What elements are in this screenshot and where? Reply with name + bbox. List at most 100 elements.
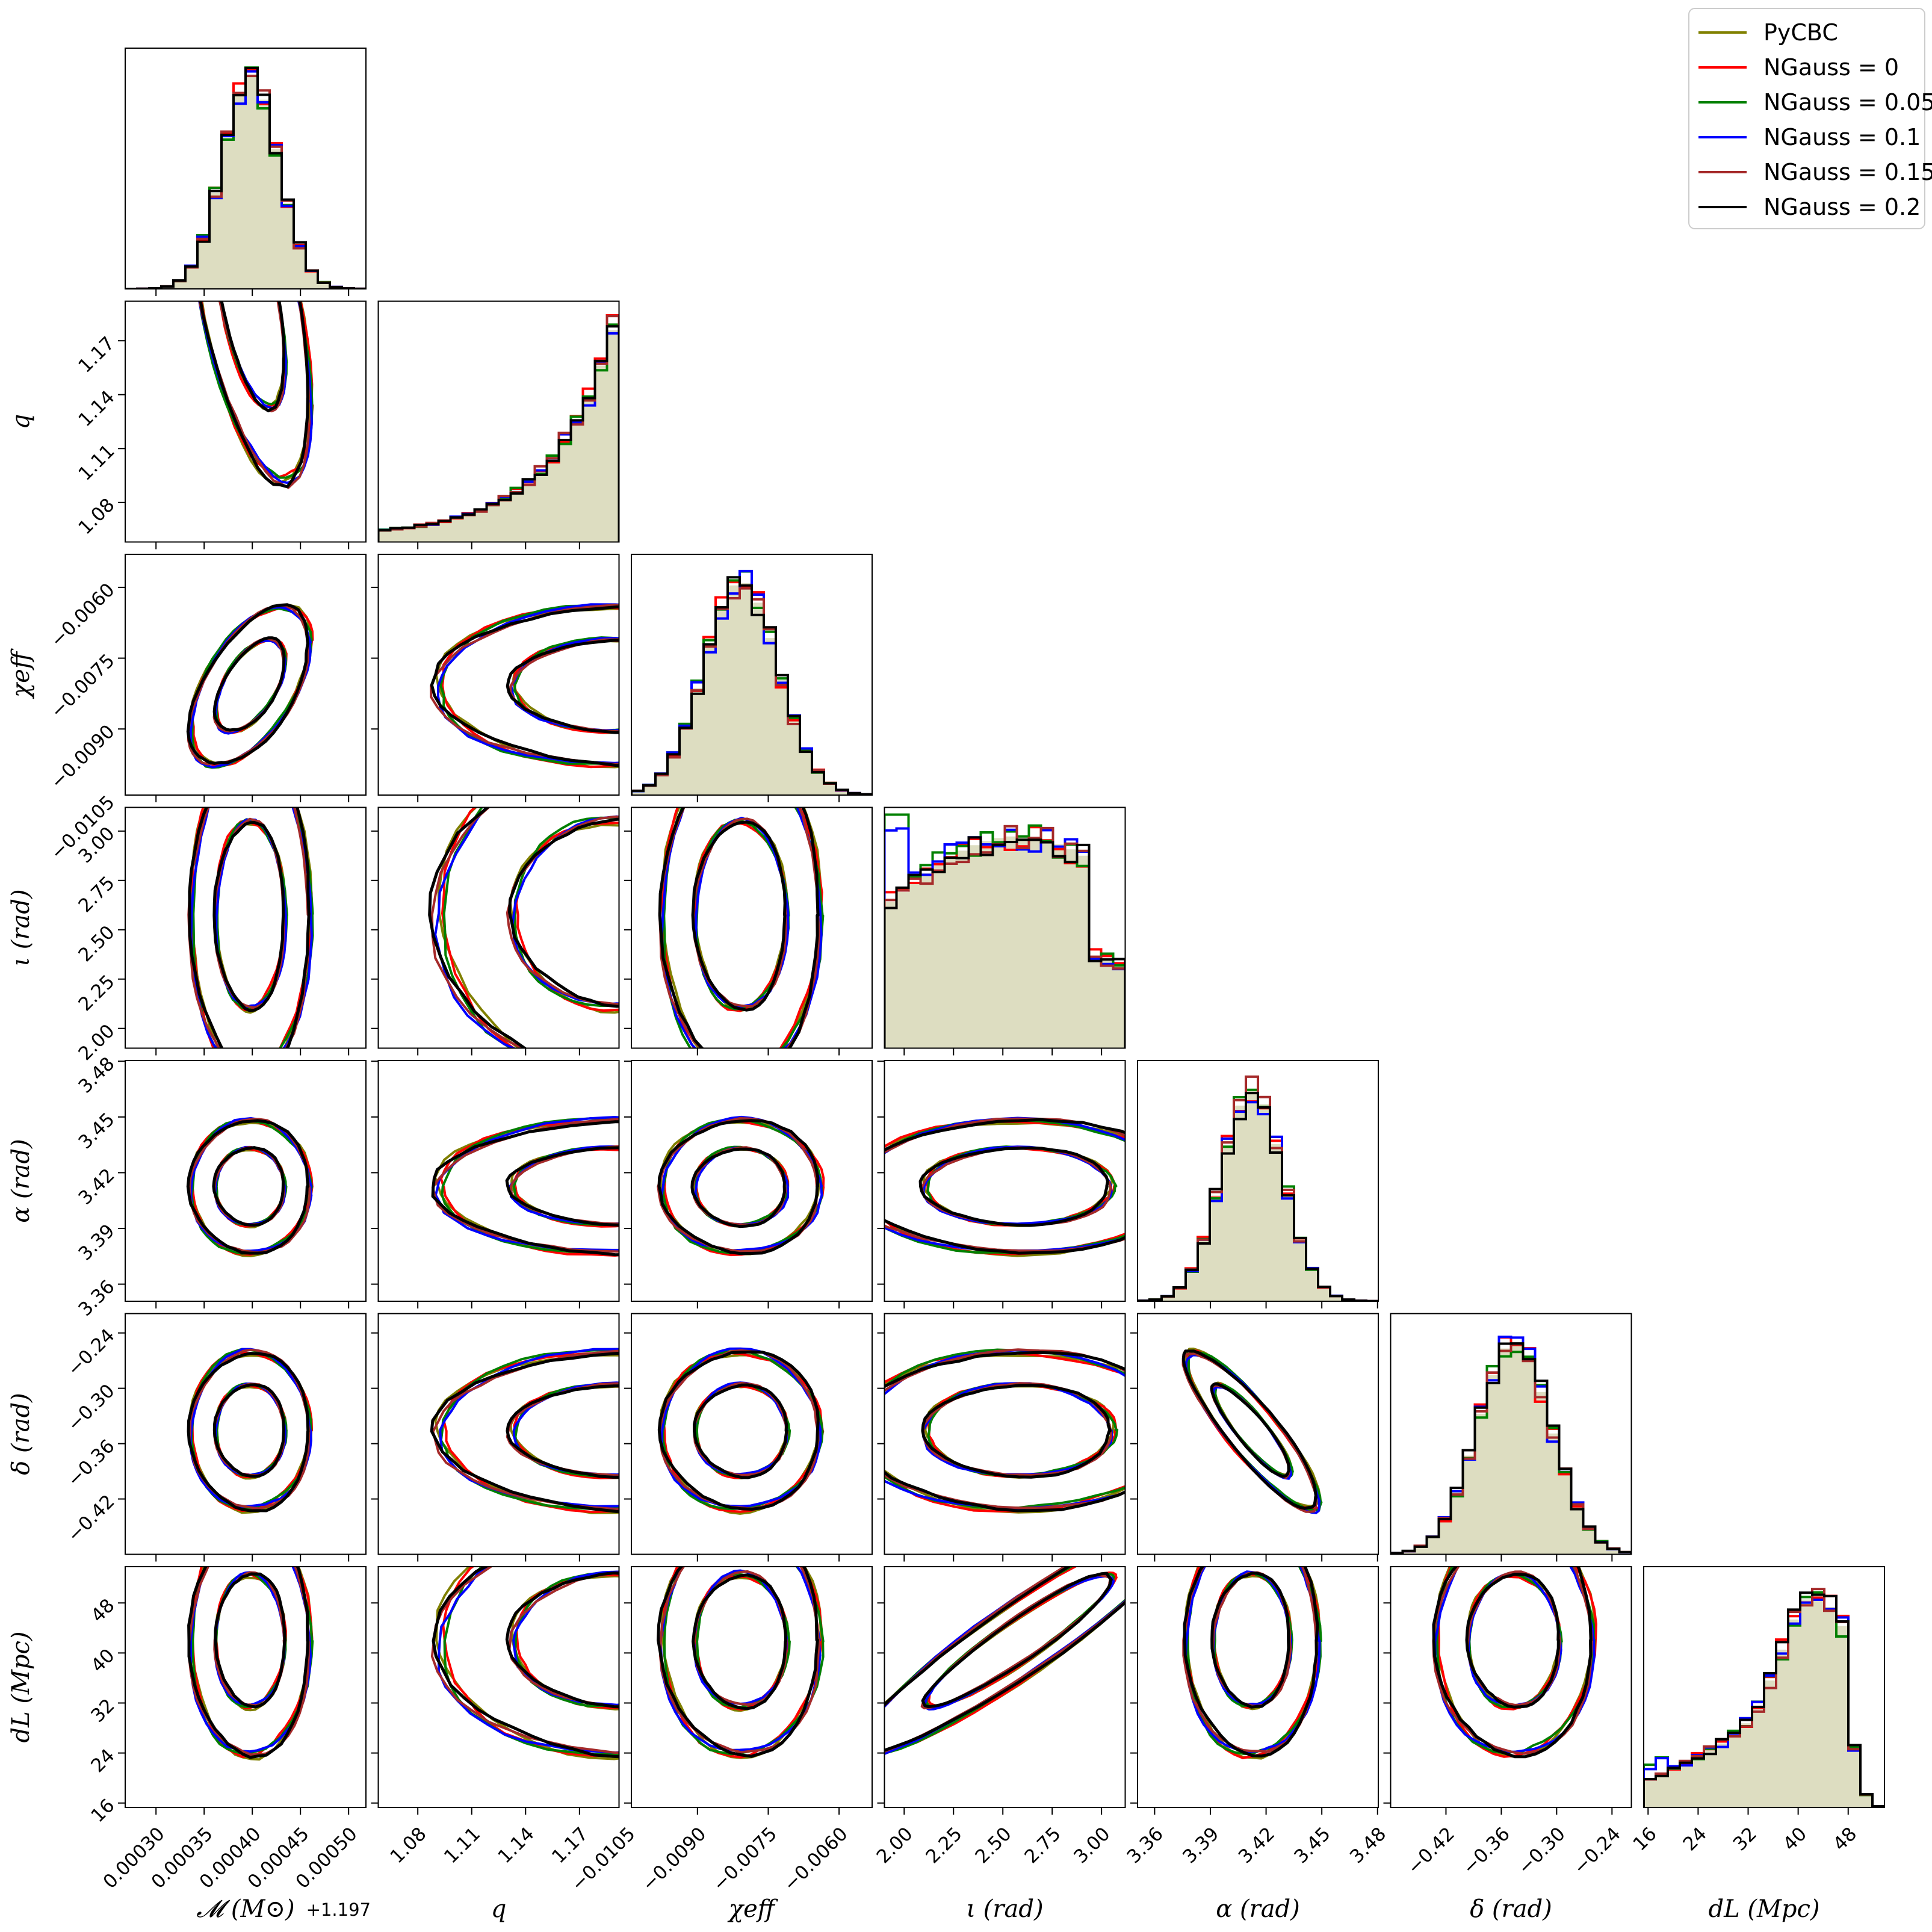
y-tick-label: 1.14 [74, 386, 119, 431]
panel-frame [377, 300, 620, 543]
contour-line-5 [428, 807, 527, 1048]
hist-bar-pycbc [414, 525, 427, 542]
hist-bar-pycbc [1740, 1723, 1753, 1807]
contour-mc-alpha [186, 1117, 314, 1257]
hist-bar-pycbc [197, 238, 210, 289]
contour-line-5 [884, 1351, 1125, 1512]
histogram-iota [884, 813, 1125, 1048]
contour-line-2 [439, 604, 619, 766]
contour-q-dl [430, 1567, 619, 1760]
hist-bar-pycbc [1017, 836, 1029, 1048]
legend-entry-4: NGauss = 0.15 [1763, 159, 1932, 185]
hist-bar-pycbc [1089, 955, 1101, 1048]
contour-line-5 [505, 1571, 619, 1709]
hist-bar-pycbc [1800, 1599, 1813, 1807]
panel-frame [884, 807, 1126, 1049]
hist-bar-pycbc [1426, 1536, 1439, 1555]
x-tick-label: 40 [1779, 1823, 1811, 1855]
contour-line-3 [437, 603, 619, 764]
hist-bar-pycbc [607, 330, 619, 542]
x-tick-label: 3.48 [1346, 1823, 1390, 1868]
contour-line-0 [188, 603, 312, 766]
hist-bar-pycbc [486, 505, 499, 542]
hist-bar-pycbc [1656, 1774, 1668, 1807]
contour-line-1 [439, 1120, 619, 1257]
hist-step-5 [1644, 1591, 1884, 1807]
y-tick-label: 24 [87, 1745, 119, 1777]
hist-bar-pycbc [221, 138, 234, 289]
histogram-mc [125, 66, 366, 289]
x-tick-label: −0.0075 [708, 1823, 781, 1896]
panel-frame [631, 1313, 873, 1555]
contour-line-5 [691, 820, 787, 1012]
contour-line-5 [657, 1567, 819, 1758]
panel-frame [884, 1060, 1126, 1302]
hist-bar-pycbc [836, 790, 849, 795]
y-tick-label: 16 [87, 1795, 119, 1827]
hist-bar-pycbc [462, 514, 475, 542]
hist-bar-pycbc [1306, 1269, 1319, 1301]
y-tick-label: 2.00 [74, 1020, 119, 1065]
hist-step-5 [631, 576, 872, 795]
contour-line-4 [884, 1567, 1125, 1753]
contour-line-3 [434, 807, 516, 1048]
contour-line-5 [212, 821, 285, 1012]
contour-alpha-dl [1182, 1567, 1322, 1760]
contour-line-5 [657, 1350, 820, 1511]
x-tick-label: 2.25 [921, 1823, 966, 1868]
contour-line-5 [693, 1383, 788, 1479]
y-tick-label: 1.17 [74, 332, 119, 377]
contour-line-4 [509, 638, 619, 733]
hist-bar-pycbc [1210, 1195, 1222, 1301]
hist-bar-pycbc [920, 873, 933, 1048]
y-tick-label: 3.48 [74, 1053, 119, 1097]
y-tick-label: −0.36 [63, 1435, 119, 1491]
contour-line-5 [212, 636, 286, 732]
contour-line-5 [657, 1119, 820, 1255]
contour-line-5 [921, 1383, 1112, 1479]
hist-bar-pycbc [776, 680, 788, 795]
contour-line-1 [515, 1574, 619, 1709]
legend: PyCBC NGauss = 0 NGauss = 0.05 NGauss = 0.1… [1688, 8, 1932, 229]
hist-bar-pycbc [1113, 964, 1125, 1048]
contour-line-5 [692, 1573, 787, 1711]
hist-bar-pycbc [992, 838, 1005, 1048]
contour-line-1 [1186, 1349, 1321, 1510]
contour-line-1 [515, 822, 619, 1012]
hist-bar-pycbc [534, 470, 547, 542]
contour-line-0 [435, 607, 619, 769]
hist-bar-pycbc [884, 902, 897, 1048]
contour-line-2 [220, 301, 288, 406]
y-tick-label: −0.30 [63, 1380, 119, 1436]
panel-frame [125, 48, 367, 289]
contour-line-2 [192, 807, 314, 1048]
y-tick-label: 1.08 [74, 494, 119, 539]
hist-bar-pycbc [1716, 1743, 1729, 1807]
panel-frame [125, 1313, 367, 1555]
hist-bar-pycbc [944, 857, 957, 1048]
contour-line-2 [442, 807, 513, 1048]
contour-line-5 [921, 1571, 1113, 1709]
hist-bar-pycbc [1258, 1104, 1271, 1301]
x-offset-label: +1.197 [306, 1899, 371, 1920]
x-tick-label: −0.0060 [779, 1823, 852, 1896]
hist-bar-pycbc [824, 784, 837, 795]
hist-bar-pycbc [510, 491, 523, 542]
contour-line-5 [506, 1384, 619, 1479]
panel-frame [631, 807, 873, 1049]
hist-bar-pycbc [1041, 840, 1053, 1048]
hist-bar-pycbc [571, 420, 583, 542]
panel-frame [377, 1060, 620, 1302]
contour-line-3 [510, 637, 619, 732]
hist-bar-pycbc [1246, 1089, 1259, 1301]
y-tick-label: 32 [87, 1695, 119, 1727]
hist-bar-pycbc [209, 193, 222, 289]
hist-bar-pycbc [559, 439, 571, 542]
contour-line-3 [439, 1348, 619, 1508]
x-tick-label: 3.00 [1070, 1823, 1114, 1868]
hist-bar-pycbc [1583, 1528, 1596, 1555]
legend-entry-2: NGauss = 0.05 [1763, 89, 1932, 116]
hist-bar-pycbc [1463, 1455, 1475, 1555]
hist-bar-pycbc [1764, 1680, 1777, 1807]
y-axis-label-alpha: α (rad) [7, 1139, 35, 1223]
